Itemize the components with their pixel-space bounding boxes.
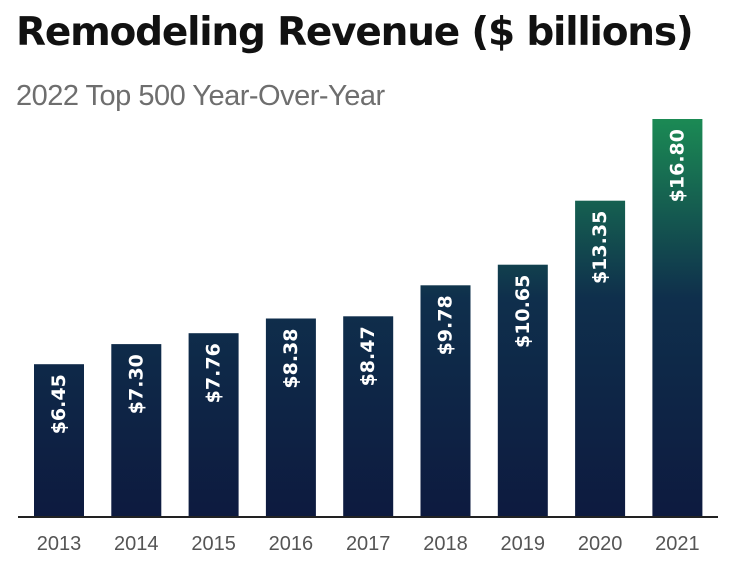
x-tick-label-2016: 2016 [269, 533, 314, 555]
bars-group [34, 119, 703, 517]
x-tick-label-2021: 2021 [655, 533, 700, 555]
bar-value-label-2016: $8.38 [280, 329, 302, 389]
bar-value-label-2017: $8.47 [357, 326, 379, 386]
x-tick-label-2020: 2020 [578, 533, 623, 555]
x-tick-label-2019: 2019 [501, 533, 546, 555]
bar-2019 [497, 264, 548, 517]
x-tick-label-2017: 2017 [346, 533, 391, 555]
x-tick-label-2013: 2013 [37, 533, 82, 555]
bar-2018 [420, 285, 471, 517]
bar-2015 [188, 333, 239, 517]
x-tick-label-2018: 2018 [423, 533, 468, 555]
bar-value-label-2013: $6.45 [48, 374, 70, 434]
bar-labels-group: $6.45 $7.30 $7.76 $8.38 $8.47 $9.78 $10.65 $13.… [48, 129, 688, 434]
chart-subtitle: 2022 Top 500 Year-Over-Year [16, 80, 385, 112]
bar-2016 [265, 318, 316, 517]
bar-2021 [652, 119, 703, 517]
bar-value-label-2019: $10.65 [512, 275, 534, 348]
bar-value-label-2014: $7.30 [125, 354, 147, 414]
chart-title: Remodeling Revenue ($ billions) [16, 10, 694, 55]
x-tick-label-2014: 2014 [114, 533, 159, 555]
bar-value-label-2021: $16.80 [666, 129, 688, 202]
bar-value-label-2018: $9.78 [435, 295, 457, 355]
bar-2014 [111, 344, 162, 517]
bar-value-label-2020: $13.35 [589, 211, 611, 284]
x-tick-label-2015: 2015 [191, 533, 236, 555]
bar-2020 [575, 200, 626, 517]
bar-value-label-2015: $7.76 [203, 343, 225, 403]
x-axis-ticks: 2013 2014 2015 2016 2017 2018 2019 2020 2021 [37, 533, 700, 555]
bar-2017 [343, 316, 394, 517]
bar-2013 [34, 364, 84, 517]
